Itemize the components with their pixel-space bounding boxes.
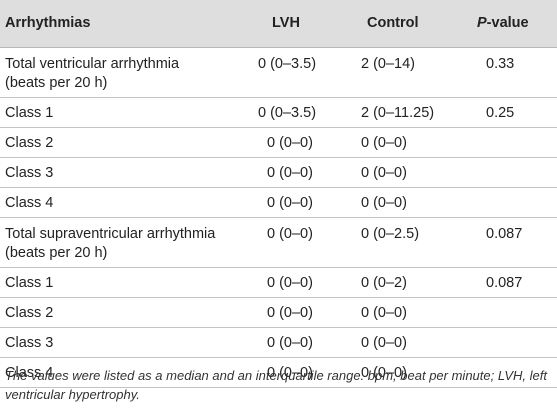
table-row: Class 4 0 (0–0) 0 (0–0) bbox=[0, 357, 557, 388]
cell-lvh: 0 (0–0) bbox=[243, 187, 348, 218]
cell-p-value bbox=[468, 357, 557, 388]
cell-control: 0 (0–0) bbox=[348, 297, 468, 328]
row-label: Class 4 bbox=[0, 187, 243, 218]
row-label-line2: (beats per 20 h) bbox=[5, 244, 108, 261]
table-row: Class 4 0 (0–0) 0 (0–0) bbox=[0, 187, 557, 218]
row-label: Class 1 bbox=[0, 97, 243, 128]
header-arrhythmias: Arrhythmias bbox=[0, 0, 243, 48]
row-label: Class 4 bbox=[0, 357, 243, 388]
header-lvh: LVH bbox=[243, 0, 348, 48]
cell-lvh: 0 (0–0) bbox=[243, 357, 348, 388]
cell-p-value: 0.33 bbox=[468, 47, 557, 98]
cell-p-value: 0.087 bbox=[468, 267, 557, 298]
cell-lvh: 0 (0–3.5) bbox=[243, 47, 348, 98]
arrhythmia-table: Arrhythmias LVH Control P-value Total ve… bbox=[0, 0, 557, 388]
cell-p-value bbox=[468, 187, 557, 218]
cell-lvh: 0 (0–0) bbox=[243, 127, 348, 158]
cell-control: 0 (0–0) bbox=[348, 157, 468, 188]
row-label-line2: (beats per 20 h) bbox=[5, 74, 108, 91]
cell-control: 0 (0–0) bbox=[348, 327, 468, 358]
row-label: Class 2 bbox=[0, 127, 243, 158]
header-p-rest: -value bbox=[486, 15, 529, 32]
cell-p-value bbox=[468, 127, 557, 158]
table-header: Arrhythmias LVH Control P-value bbox=[0, 0, 557, 48]
row-label: Class 3 bbox=[0, 327, 243, 358]
cell-control: 0 (0–0) bbox=[348, 357, 468, 388]
table-row: Class 3 0 (0–0) 0 (0–0) bbox=[0, 327, 557, 358]
cell-p-value: 0.25 bbox=[468, 97, 557, 128]
cell-p-value bbox=[468, 297, 557, 328]
table-body: Total ventricular arrhythmia (beats per 2… bbox=[0, 47, 557, 388]
cell-control: 2 (0–14) bbox=[348, 47, 468, 98]
table-row: Class 2 0 (0–0) 0 (0–0) bbox=[0, 297, 557, 328]
table-row: Class 1 0 (0–3.5) 2 (0–11.25) 0.25 bbox=[0, 97, 557, 128]
data-table-container: Arrhythmias LVH Control P-value Total ve… bbox=[0, 0, 557, 388]
cell-control: 0 (0–2.5) bbox=[348, 217, 468, 268]
table-row: Class 1 0 (0–0) 0 (0–2) 0.087 bbox=[0, 267, 557, 298]
row-label: Class 3 bbox=[0, 157, 243, 188]
header-p-italic: P bbox=[477, 15, 487, 32]
row-label-line1: Total supraventricular arrhythmia bbox=[5, 225, 216, 242]
row-label: Total supraventricular arrhythmia (beats … bbox=[0, 217, 243, 268]
cell-p-value bbox=[468, 327, 557, 358]
table-row: Class 2 0 (0–0) 0 (0–0) bbox=[0, 127, 557, 158]
cell-control: 0 (0–0) bbox=[348, 127, 468, 158]
row-label: Class 2 bbox=[0, 297, 243, 328]
cell-control: 0 (0–2) bbox=[348, 267, 468, 298]
cell-p-value: 0.087 bbox=[468, 217, 557, 268]
table-footnote: The values were listed as a median and a… bbox=[5, 368, 547, 402]
cell-lvh: 0 (0–0) bbox=[243, 327, 348, 358]
row-label: Class 1 bbox=[0, 267, 243, 298]
table-row: Total ventricular arrhythmia (beats per 2… bbox=[0, 47, 557, 98]
cell-p-value bbox=[468, 157, 557, 188]
header-p-value: P-value bbox=[468, 0, 557, 48]
header-control: Control bbox=[348, 0, 468, 48]
row-label: Total ventricular arrhythmia (beats per 2… bbox=[0, 47, 243, 98]
cell-control: 2 (0–11.25) bbox=[348, 97, 468, 128]
cell-lvh: 0 (0–0) bbox=[243, 267, 348, 298]
header-row: Arrhythmias LVH Control P-value bbox=[0, 0, 557, 48]
table-row: Class 3 0 (0–0) 0 (0–0) bbox=[0, 157, 557, 188]
cell-lvh: 0 (0–0) bbox=[243, 297, 348, 328]
row-label-line1: Total ventricular arrhythmia bbox=[5, 55, 180, 72]
cell-lvh: 0 (0–3.5) bbox=[243, 97, 348, 128]
table-row: Total supraventricular arrhythmia (beats … bbox=[0, 217, 557, 268]
cell-control: 0 (0–0) bbox=[348, 187, 468, 218]
cell-lvh: 0 (0–0) bbox=[243, 217, 348, 268]
cell-lvh: 0 (0–0) bbox=[243, 157, 348, 188]
